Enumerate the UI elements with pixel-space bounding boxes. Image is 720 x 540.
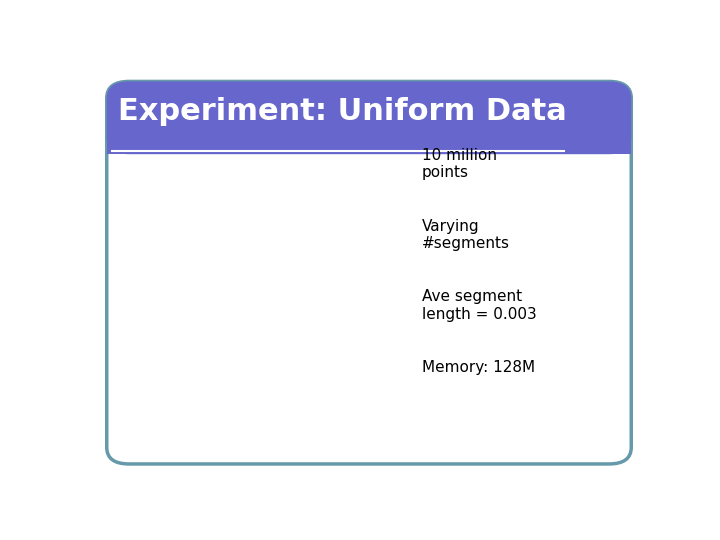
Text: 10 million
points: 10 million points xyxy=(422,148,497,180)
Text: Ave segment
length = 0.003: Ave segment length = 0.003 xyxy=(422,289,537,322)
Text: Varying
#segments: Varying #segments xyxy=(422,219,510,251)
Text: Experiment: Uniform Data: Experiment: Uniform Data xyxy=(118,97,567,126)
FancyBboxPatch shape xyxy=(107,82,631,464)
Bar xyxy=(107,118,631,154)
FancyBboxPatch shape xyxy=(107,82,631,154)
Text: Memory: 128M: Memory: 128M xyxy=(422,360,535,375)
